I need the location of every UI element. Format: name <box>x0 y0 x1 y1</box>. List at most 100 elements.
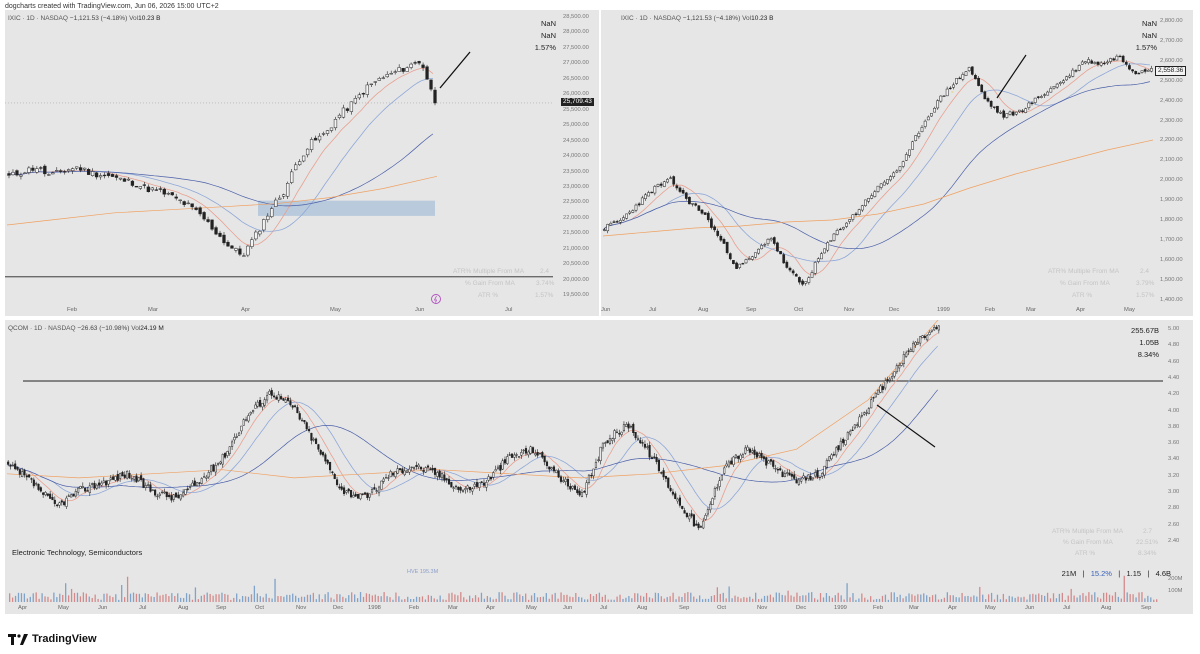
ma-10-line <box>6 67 434 246</box>
x-tick-label: Nov <box>844 307 855 313</box>
candle-body <box>892 172 896 177</box>
candle-body <box>851 214 855 220</box>
candle-body <box>648 445 651 458</box>
candle-body <box>832 233 836 241</box>
candle-body <box>646 446 649 448</box>
volume-bar <box>474 595 477 602</box>
candle-body <box>569 486 572 490</box>
candle-body <box>788 267 792 271</box>
candle-body <box>485 482 488 488</box>
candle-body <box>501 460 504 470</box>
volume-bar <box>121 585 123 602</box>
x-tick-label: Apr <box>1076 307 1086 313</box>
candle-body <box>825 459 828 468</box>
candle-body <box>325 130 330 134</box>
volume-bar <box>1088 592 1090 602</box>
candle-body <box>657 460 661 472</box>
stat-2: NaN <box>1141 31 1157 40</box>
volume-bar <box>987 594 990 602</box>
candle-body <box>606 440 609 443</box>
candle-body <box>21 471 24 477</box>
tradingview-logo[interactable]: TradingView <box>8 633 97 645</box>
volume-bar <box>29 596 31 602</box>
candle-body <box>289 400 292 406</box>
candle-body <box>72 493 75 497</box>
candle-body <box>79 167 83 171</box>
qcom-plot[interactable] <box>5 320 1193 614</box>
stat-2: NaN <box>540 31 556 40</box>
candle-body <box>948 87 952 90</box>
candle-body <box>63 501 66 506</box>
candle-body <box>945 88 949 97</box>
candle-body <box>826 242 830 251</box>
candle-body <box>867 408 870 414</box>
candle-body <box>158 493 161 496</box>
volume-bar <box>616 596 618 602</box>
candle-body <box>417 464 420 468</box>
candle-body <box>741 263 745 265</box>
candle-body <box>1011 111 1015 116</box>
x-tick-label: Mar <box>148 307 158 313</box>
candle-body <box>695 523 698 526</box>
volume-bar <box>1026 599 1028 602</box>
candle-body <box>421 64 425 68</box>
candle-body <box>856 424 859 426</box>
candle-body <box>845 222 848 227</box>
volume-bar <box>811 592 813 602</box>
candle-body <box>653 456 656 458</box>
candle-body <box>391 472 395 476</box>
candle-body <box>35 168 39 173</box>
candle-body <box>1052 85 1056 89</box>
candle-body <box>933 327 936 331</box>
candle-body <box>53 499 56 504</box>
volume-bar <box>262 597 264 602</box>
volume-bar <box>153 596 155 602</box>
candle-body <box>147 484 150 486</box>
candle-body <box>541 452 544 458</box>
volume-bar <box>351 592 353 602</box>
candle-body <box>297 161 302 166</box>
candle-body <box>161 491 164 494</box>
candle-body <box>46 493 49 496</box>
candle-body <box>82 167 87 170</box>
volume-bar <box>1114 592 1117 602</box>
chart-panel-ixic-left[interactable]: IXIC · 1D · NASDAQ −1,121.53 (−4.18%) Vo… <box>5 10 599 316</box>
candle-body <box>1131 69 1134 72</box>
volume-bar <box>878 598 881 602</box>
ma-21-line <box>6 345 938 510</box>
ixic-left-plot[interactable] <box>5 10 599 316</box>
candle-body <box>35 483 38 485</box>
y-tick-label: 24,500.00 <box>563 137 589 144</box>
separator: | <box>1118 569 1121 578</box>
volume-bar <box>731 598 733 602</box>
candle-body <box>870 399 873 409</box>
candle-body <box>719 235 723 241</box>
volume-bar <box>1135 597 1137 602</box>
volume-bar <box>250 594 253 602</box>
chart-panel-qcom[interactable]: QCOM · 1D · NASDAQ −26.63 (−10.98%) Vol2… <box>5 320 1193 614</box>
candle-body <box>1021 110 1024 112</box>
candle-body <box>615 221 619 223</box>
legend: QCOM · 1D · NASDAQ −26.63 (−10.98%) Vol2… <box>8 325 164 332</box>
volume-bar <box>327 592 329 602</box>
candle-body <box>7 173 11 176</box>
candle-body <box>811 477 814 480</box>
candle-body <box>166 193 170 195</box>
ixic-right-plot[interactable]: ◦ <box>601 10 1193 316</box>
candle-body <box>765 457 768 466</box>
candle-body <box>1121 55 1125 63</box>
candle-body <box>151 489 154 491</box>
volume-bar <box>410 599 412 602</box>
y-tick-label: 1,800.00 <box>1160 217 1183 223</box>
volume-bar <box>1108 594 1111 602</box>
volume-bar <box>17 592 20 602</box>
volume-bar <box>91 597 93 602</box>
candle-body <box>425 66 429 80</box>
candle-body <box>43 165 47 175</box>
trendline-annotation <box>439 51 471 89</box>
chart-panel-ixic-right[interactable]: ◦ IXIC · 1D · NASDAQ −1,121.53 (−4.18%) … <box>601 10 1193 316</box>
candle-body <box>345 108 350 111</box>
candle-body <box>851 429 854 432</box>
volume-bar <box>581 597 583 602</box>
volume-bar <box>663 598 665 602</box>
